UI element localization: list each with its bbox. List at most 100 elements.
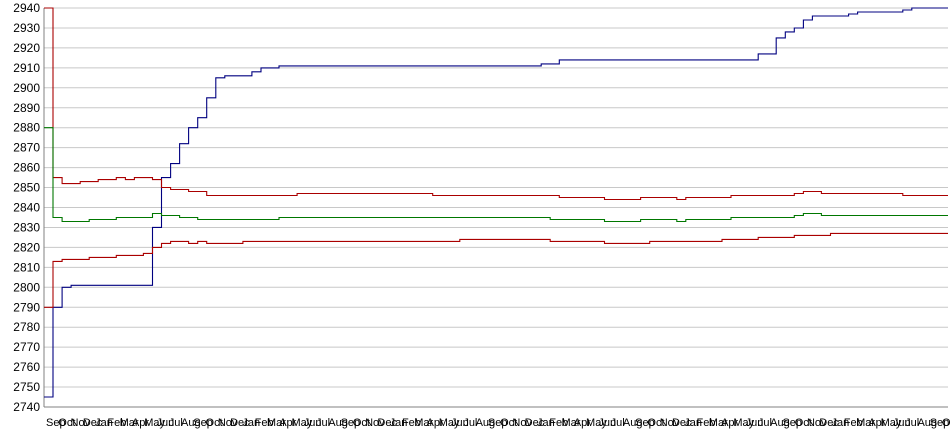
x-tick-label: Jun [598, 417, 616, 429]
x-tick-label: Nov [71, 417, 91, 429]
x-tick-label: Sep [193, 417, 213, 429]
y-tick-label: 2800 [13, 280, 40, 294]
y-tick-label: 2890 [13, 101, 40, 115]
x-tick-label: Mar [562, 417, 581, 429]
y-tick-label: 2840 [13, 201, 40, 215]
x-tick-label: Jan [390, 417, 408, 429]
series-line-1 [44, 7, 948, 398]
x-tick-label: Jul [463, 417, 477, 429]
x-tick-label: Sep [46, 417, 66, 429]
x-tick-label: Mar [414, 417, 433, 429]
x-tick-label: Apr [721, 417, 738, 429]
x-tick-label: Mar [856, 417, 875, 429]
grid-lines [44, 7, 948, 408]
x-tick-label: Dec [83, 417, 103, 429]
x-tick-label: Mar [120, 417, 139, 429]
x-tick-label: Feb [402, 417, 421, 429]
x-tick-label: Jan [537, 417, 555, 429]
x-tick-label: Nov [365, 417, 385, 429]
x-tick-label: Jul [758, 417, 772, 429]
y-tick-label: 2860 [13, 161, 40, 175]
x-tick-label: Sep [782, 417, 802, 429]
x-tick-label: Jul [169, 417, 183, 429]
x-tick-label: Oct [647, 417, 664, 429]
x-tick-label: Sep [635, 417, 655, 429]
axes [43, 8, 948, 408]
x-axis-tick-labels: SepOctNovDecJanFebMarAprMayJunJulAugSepO… [46, 417, 950, 429]
x-tick-label: Oct [58, 417, 75, 429]
x-tick-label: Mar [709, 417, 728, 429]
x-tick-label: Dec [819, 417, 839, 429]
x-tick-label: Jan [242, 417, 260, 429]
y-tick-label: 2900 [13, 81, 40, 95]
x-tick-label: Aug [181, 417, 201, 429]
x-tick-label: Feb [844, 417, 863, 429]
x-tick-label: Oct [353, 417, 370, 429]
y-tick-label: 2820 [13, 240, 40, 254]
x-tick-label: Apr [574, 417, 591, 429]
x-tick-label: Jan [684, 417, 702, 429]
series-line-3 [44, 127, 948, 223]
x-tick-label: Nov [218, 417, 238, 429]
x-tick-label: May [439, 417, 460, 429]
x-tick-label: Dec [377, 417, 397, 429]
x-tick-label: Dec [230, 417, 250, 429]
y-tick-label: 2930 [13, 21, 40, 35]
x-tick-label: Nov [807, 417, 827, 429]
x-tick-label: Nov [660, 417, 680, 429]
y-tick-label: 2810 [13, 260, 40, 274]
y-tick-label: 2910 [13, 61, 40, 75]
x-tick-label: Jan [95, 417, 113, 429]
x-tick-label: Dec [525, 417, 545, 429]
x-tick-label: Nov [512, 417, 532, 429]
x-tick-label: Apr [279, 417, 296, 429]
data-series [44, 7, 948, 398]
x-tick-label: Jun [451, 417, 469, 429]
x-tick-label: Jun [746, 417, 764, 429]
x-tick-label: May [291, 417, 312, 429]
x-tick-label: Jan [832, 417, 850, 429]
y-tick-label: 2790 [13, 300, 40, 314]
x-tick-label: Sep [341, 417, 361, 429]
y-tick-label: 2940 [13, 1, 40, 15]
x-tick-label: Apr [426, 417, 443, 429]
x-tick-label: Oct [206, 417, 223, 429]
x-tick-label: May [144, 417, 165, 429]
x-tick-label: Sep [488, 417, 508, 429]
x-tick-label: Oct [942, 417, 950, 429]
x-tick-label: Apr [132, 417, 149, 429]
x-tick-label: Aug [770, 417, 790, 429]
x-tick-label: Jul [905, 417, 919, 429]
x-tick-label: Aug [476, 417, 496, 429]
y-tick-label: 2770 [13, 340, 40, 354]
x-tick-label: Oct [500, 417, 517, 429]
y-tick-label: 2870 [13, 141, 40, 155]
y-tick-label: 2750 [13, 380, 40, 394]
series-line-4 [44, 232, 948, 308]
x-tick-label: Jun [893, 417, 911, 429]
x-tick-label: Aug [623, 417, 643, 429]
x-tick-label: Feb [255, 417, 274, 429]
x-tick-label: Jul [611, 417, 625, 429]
y-tick-label: 2830 [13, 220, 40, 234]
y-tick-label: 2740 [13, 400, 40, 414]
y-tick-label: 2780 [13, 320, 40, 334]
x-tick-label: Feb [549, 417, 568, 429]
x-tick-label: Jun [156, 417, 174, 429]
y-tick-label: 2880 [13, 121, 40, 135]
y-tick-label: 2760 [13, 360, 40, 374]
x-tick-label: Dec [672, 417, 692, 429]
x-tick-label: May [881, 417, 902, 429]
x-tick-label: Feb [107, 417, 126, 429]
x-tick-label: Mar [267, 417, 286, 429]
y-tick-label: 2850 [13, 181, 40, 195]
x-tick-label: Aug [917, 417, 937, 429]
x-tick-label: Sep [930, 417, 950, 429]
x-tick-label: Jun [304, 417, 322, 429]
y-tick-label: 2920 [13, 41, 40, 55]
x-tick-label: May [733, 417, 754, 429]
y-axis-tick-labels: 2740 2750 2760 2770 2780 2790 2800 2810 2820 2830… [13, 1, 40, 414]
x-tick-label: Oct [795, 417, 812, 429]
series-line-2 [44, 7, 948, 201]
